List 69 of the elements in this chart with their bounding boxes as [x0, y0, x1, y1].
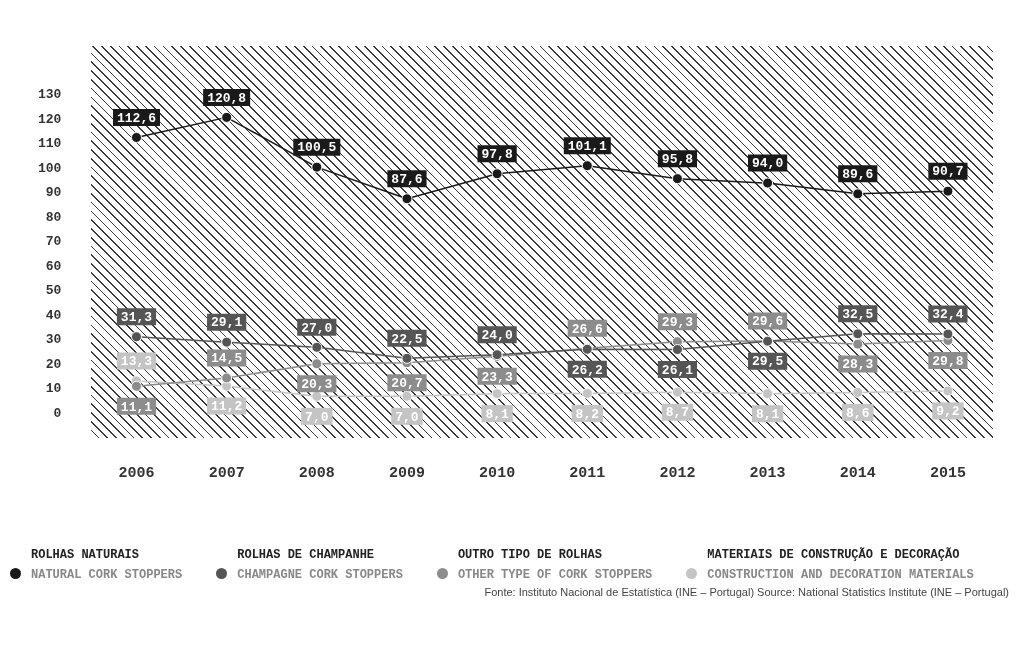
data-label: 23,3: [481, 369, 513, 385]
x-tick-label: 2011: [569, 464, 606, 482]
data-label: 29,6: [751, 314, 784, 330]
x-tick-label: 2010: [479, 464, 516, 482]
y-tick-label: 70: [45, 234, 62, 250]
data-label: 29,8: [932, 353, 964, 369]
data-label: 28,3: [842, 357, 874, 373]
y-tick-label: 10: [45, 381, 62, 397]
data-label: 112,6: [116, 110, 157, 126]
y-tick-label: 120: [38, 111, 62, 127]
y-tick-label: 30: [45, 332, 62, 348]
data-label: 20,7: [391, 376, 423, 392]
y-tick-label: 80: [45, 209, 62, 225]
y-tick-label: 100: [38, 160, 62, 176]
y-tick-label: 50: [45, 283, 62, 299]
y-tick-label: 0: [53, 405, 62, 421]
x-tick-label: 2008: [298, 464, 335, 482]
data-label: 87,6: [391, 172, 423, 188]
x-tick-label: 2006: [118, 464, 155, 482]
data-label: 13,3: [120, 354, 153, 370]
data-label: 7,0: [305, 409, 329, 425]
data-label: 27,0: [301, 320, 333, 336]
data-label: 8,1: [755, 406, 780, 422]
data-label: 14,5: [211, 351, 243, 367]
data-label: 9,2: [936, 404, 960, 420]
data-label: 32,4: [932, 307, 964, 323]
data-label: 29,3: [661, 314, 694, 330]
x-tick-label: 2012: [659, 464, 696, 482]
data-label: 29,1: [211, 315, 243, 331]
y-tick-label: 40: [45, 307, 62, 323]
data-label: 8,1: [485, 406, 510, 422]
data-label: 97,8: [481, 147, 513, 163]
legend-label: OUTRO TIPO DE ROLHAS OTHER TYPE OF CORK STOPPERS: [457, 548, 653, 582]
y-tick-label: 130: [38, 87, 62, 103]
x-tick-label: 2013: [749, 464, 786, 482]
data-label: 95,8: [661, 151, 694, 167]
data-label: 31,3: [120, 310, 153, 326]
source-note: Fonte: Instituto Nacional de Estatística (INE – Portugal) Source: National Statistics Institute (INE – Portugal): [483, 586, 1010, 598]
data-label: 8,2: [575, 406, 600, 422]
data-label: 101,1: [567, 138, 607, 154]
data-label: 89,6: [842, 167, 874, 183]
data-label: 29,5: [751, 354, 784, 370]
data-label: 8,6: [846, 405, 870, 421]
y-tick-label: 90: [45, 185, 62, 201]
data-label: 11,1: [120, 399, 153, 415]
data-label: 24,0: [481, 327, 513, 343]
data-label: 26,6: [571, 321, 604, 337]
x-tick-label: 2007: [208, 464, 245, 482]
data-label: 11,2: [211, 399, 243, 415]
data-label: 20,3: [301, 377, 333, 393]
y-tick-label: 20: [45, 356, 62, 372]
data-label: 22,5: [391, 331, 423, 347]
data-label: 32,5: [842, 307, 874, 323]
data-label: 90,7: [932, 164, 964, 180]
legend-label: MATERIAIS DE CONSTRUÇÃO E DECORAÇÃO CONSTRUCTION AND DECORATION MATERIALS: [707, 548, 974, 582]
data-label: 7,0: [395, 409, 419, 425]
x-tick-label: 2009: [388, 464, 425, 482]
data-label: 94,0: [751, 156, 784, 172]
data-label: 8,7: [665, 405, 690, 421]
x-tick-label: 2014: [839, 464, 876, 482]
data-label: 100,5: [297, 140, 337, 156]
data-label: 26,2: [571, 362, 604, 378]
legend-label: ROLHAS NATURAIS NATURAL CORK STOPPERS: [31, 548, 183, 582]
data-label: 120,8: [207, 90, 247, 106]
data-label: 26,1: [661, 362, 694, 378]
legend-label: ROLHAS DE CHAMPANHE CHAMPAGNE CORK STOPPERS: [237, 548, 403, 582]
x-tick-label: 2015: [929, 464, 966, 482]
y-tick-label: 60: [45, 258, 62, 274]
y-tick-label: 110: [38, 136, 62, 152]
